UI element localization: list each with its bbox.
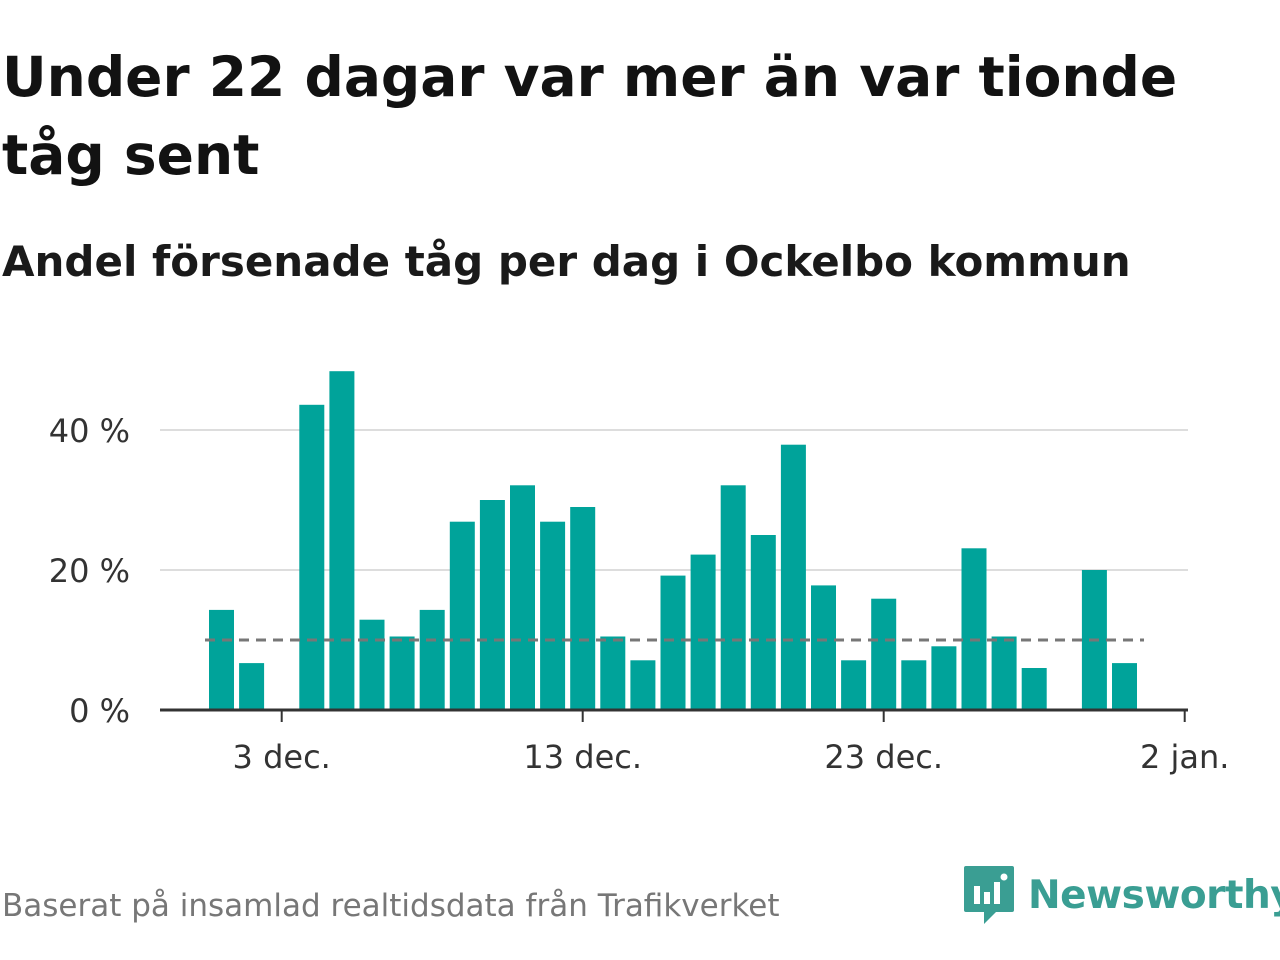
bar [510, 485, 535, 710]
bar [239, 663, 265, 710]
bar [630, 660, 656, 710]
newsworthy-logo[interactable]: Newsworthy [962, 864, 1280, 926]
bar [780, 444, 806, 710]
bar [600, 636, 626, 710]
bar [750, 535, 776, 710]
source-note: Baserat på insamlad realtidsdata från Tr… [2, 888, 780, 924]
x-tick-label: 2 jan. [1140, 738, 1229, 776]
bar [299, 404, 325, 710]
bar [901, 660, 927, 710]
newsworthy-logo-icon [964, 866, 1014, 924]
bar [329, 371, 355, 710]
bar [540, 521, 566, 710]
bar [479, 500, 505, 710]
bar [449, 521, 475, 710]
bar [991, 636, 1017, 710]
logo-text: Newsworthy [1028, 872, 1280, 918]
x-tick-label: 13 dec. [523, 738, 642, 776]
y-tick-label: 20 % [49, 552, 130, 590]
bar [690, 554, 716, 710]
bar [931, 646, 957, 710]
bar [1112, 663, 1137, 710]
y-tick-label: 0 % [69, 692, 130, 730]
x-tick-label: 23 dec. [824, 738, 943, 776]
bar [720, 485, 746, 710]
y-tick-label: 40 % [49, 412, 130, 450]
bar [871, 598, 897, 710]
bar [961, 548, 987, 710]
y-axis-labels: 0 % 20 % 40 % [49, 412, 130, 730]
bar [419, 609, 445, 710]
x-tick-label: 3 dec. [233, 738, 331, 776]
x-axis-labels: 3 dec. 13 dec. 23 dec. 2 jan. [233, 738, 1230, 776]
bar [811, 585, 836, 710]
bar [570, 507, 596, 710]
bar [660, 575, 686, 710]
chart-subtitle: Andel försenade tåg per dag i Ockelbo ko… [2, 237, 1131, 286]
bar [389, 636, 415, 710]
bar [1021, 668, 1047, 710]
bar [841, 660, 867, 710]
x-axis [160, 708, 1188, 722]
bar-chart: 0 % 20 % 40 % 3 dec. 13 dec. 23 dec. 2 jan. [49, 371, 1230, 776]
bar [359, 619, 385, 710]
bars [209, 371, 1137, 710]
bar [209, 609, 234, 710]
chart-title: Under 22 dagar var mer än var tionde tåg… [2, 45, 1178, 187]
